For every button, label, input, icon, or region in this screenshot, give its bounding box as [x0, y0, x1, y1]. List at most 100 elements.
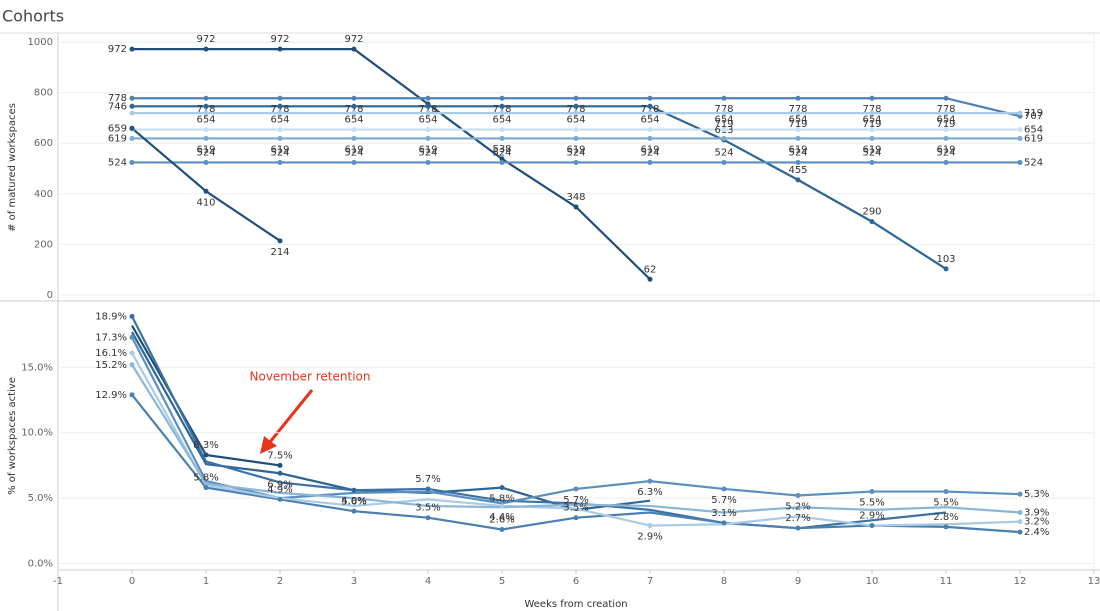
x-tick-label: 11	[940, 576, 953, 587]
point	[647, 95, 653, 101]
data-label: 524	[196, 147, 215, 158]
point	[647, 127, 653, 133]
data-label: 2.6%	[489, 514, 514, 525]
data-label: 290	[862, 207, 881, 218]
point	[203, 159, 209, 165]
point	[203, 95, 209, 101]
point	[1017, 529, 1023, 535]
y-tick-label: 400	[34, 189, 53, 200]
data-label: 6.3%	[637, 487, 662, 498]
point	[351, 110, 357, 116]
data-label: 778	[640, 104, 659, 115]
point	[721, 95, 727, 101]
point	[1017, 491, 1023, 497]
x-tick-label: -1	[53, 576, 63, 587]
x-tick-label: 5	[499, 576, 505, 587]
point	[129, 350, 135, 356]
point	[351, 487, 357, 493]
point	[943, 489, 949, 495]
point	[425, 486, 431, 492]
point	[129, 125, 135, 131]
data-label: 778	[108, 93, 127, 104]
annotation-arrow	[268, 389, 314, 443]
data-label: 972	[270, 34, 289, 45]
data-label: 778	[714, 104, 733, 115]
point	[129, 159, 135, 165]
point	[573, 515, 579, 521]
series-line	[132, 105, 947, 270]
point	[1017, 135, 1023, 141]
point	[277, 127, 283, 133]
point	[721, 135, 727, 141]
point	[943, 110, 949, 116]
data-label: 778	[862, 104, 881, 115]
data-label: 746	[108, 101, 127, 112]
data-label: 103	[936, 254, 955, 265]
series-line	[131, 364, 1021, 514]
point	[129, 392, 135, 398]
point	[869, 127, 875, 133]
data-label: 654	[566, 115, 585, 126]
data-label: 12.9%	[95, 390, 127, 401]
data-label: 3.5%	[563, 503, 588, 514]
point	[129, 46, 135, 52]
data-label: 524	[1024, 157, 1043, 168]
y-tick-label: 600	[34, 138, 53, 149]
y-tick-label: 0.0%	[28, 558, 53, 569]
data-label: 524	[344, 147, 363, 158]
point	[351, 127, 357, 133]
point	[943, 135, 949, 141]
data-label: 455	[788, 165, 807, 176]
data-label: 538	[492, 144, 511, 155]
point	[499, 135, 505, 141]
x-axis-label: Weeks from creation	[524, 599, 627, 610]
data-label: 524	[108, 157, 127, 168]
point	[351, 135, 357, 141]
point	[277, 95, 283, 101]
x-tick-label: 13	[1088, 576, 1100, 587]
data-label: 972	[196, 34, 215, 45]
data-label: 654	[492, 115, 511, 126]
series-line	[132, 48, 651, 281]
point	[425, 110, 431, 116]
data-label: 778	[936, 104, 955, 115]
point	[499, 127, 505, 133]
point	[499, 503, 505, 509]
point	[943, 266, 949, 272]
x-tick-label: 0	[129, 576, 135, 587]
x-tick-label: 6	[573, 576, 579, 587]
page-title: Cohorts	[2, 7, 64, 26]
point	[795, 127, 801, 133]
data-label: 778	[418, 104, 437, 115]
data-label: 654	[936, 115, 955, 126]
point	[573, 204, 579, 210]
data-label: 3.9%	[1024, 507, 1049, 518]
data-label: 654	[344, 115, 363, 126]
data-label: 8.3%	[193, 440, 218, 451]
point	[721, 110, 727, 116]
point	[499, 110, 505, 116]
point	[277, 238, 283, 244]
data-label: 6.9%	[267, 479, 292, 490]
point	[869, 135, 875, 141]
point	[129, 95, 135, 101]
x-tick-label: 2	[277, 576, 283, 587]
data-label: 778	[196, 104, 215, 115]
data-label: 5.2%	[785, 501, 810, 512]
y-tick-label: 200	[34, 239, 53, 250]
y-tick-label: 5.0%	[28, 493, 53, 504]
point	[129, 135, 135, 141]
data-label: 5.8%	[193, 473, 218, 484]
point	[869, 219, 875, 225]
data-label: 619	[196, 144, 215, 155]
data-label: 524	[418, 147, 437, 158]
data-label: 5.6%	[341, 496, 366, 507]
point	[573, 110, 579, 116]
data-label: 619	[862, 144, 881, 155]
point	[943, 127, 949, 133]
x-tick-label: 3	[351, 576, 357, 587]
point	[203, 188, 209, 194]
x-tick-label: 4	[425, 576, 431, 587]
data-label: 778	[566, 104, 585, 115]
